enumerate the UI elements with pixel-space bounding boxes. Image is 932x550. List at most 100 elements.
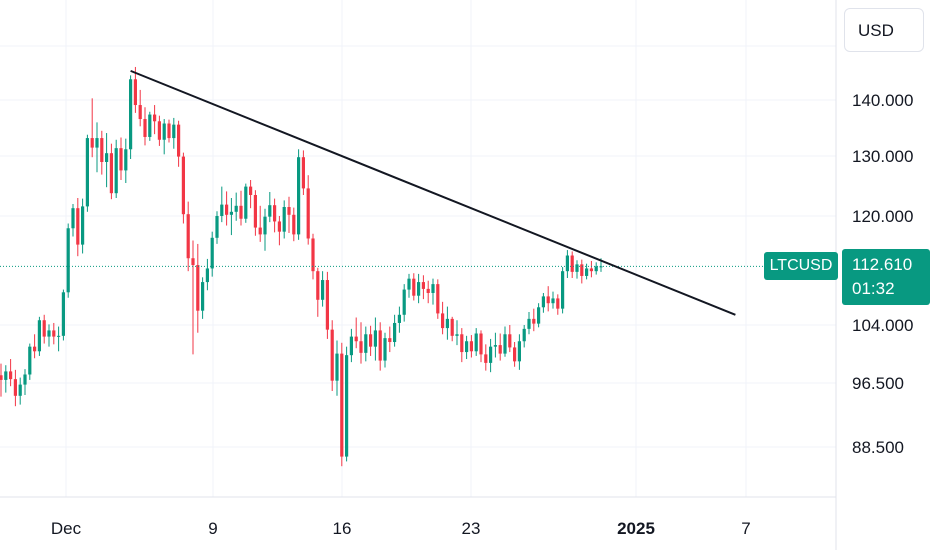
- candle: [479, 330, 483, 363]
- candle: [551, 291, 555, 309]
- price-axis[interactable]: 140.000 130.000 120.000 104.000 96.500 88.500: [0, 0, 913, 550]
- candle-body: [522, 328, 526, 342]
- candle: [263, 208, 267, 251]
- candle: [426, 280, 430, 304]
- candle: [498, 333, 502, 361]
- trendline[interactable]: [130, 69, 736, 316]
- candle: [580, 259, 584, 284]
- candle-body: [52, 330, 56, 337]
- candle: [4, 365, 8, 393]
- candle: [114, 139, 118, 198]
- candle-body: [28, 346, 32, 375]
- candle-body: [205, 268, 209, 283]
- candle: [148, 111, 152, 141]
- candle-body: [119, 148, 123, 171]
- time-axis[interactable]: Dec 9 16 23 2025 7: [51, 519, 751, 538]
- candle-body: [76, 208, 80, 245]
- candle: [513, 342, 517, 367]
- candle-body: [397, 314, 401, 323]
- x-tick-label: 16: [333, 519, 352, 538]
- candle-body: [412, 278, 416, 296]
- candle-body: [229, 211, 233, 215]
- x-tick-label: 9: [208, 519, 217, 538]
- candle-body: [177, 124, 181, 157]
- candle: [364, 326, 368, 362]
- candle: [349, 328, 353, 363]
- candle: [167, 119, 171, 143]
- candle: [71, 204, 75, 237]
- candle: [181, 152, 185, 224]
- candle: [570, 251, 574, 278]
- candle-body: [354, 336, 358, 342]
- candle-body: [239, 205, 243, 219]
- candle-body: [489, 346, 493, 363]
- candle: [13, 369, 17, 407]
- candle-body: [402, 289, 406, 315]
- candle: [33, 334, 37, 359]
- candle: [469, 335, 473, 358]
- x-tick-label: 2025: [617, 519, 655, 538]
- candle-body: [47, 330, 51, 337]
- candle-body: [316, 271, 320, 300]
- candle-body: [191, 258, 195, 266]
- candle: [37, 316, 41, 356]
- candle: [9, 359, 13, 387]
- candle: [201, 277, 205, 319]
- candle-body: [244, 186, 248, 219]
- candle-body: [225, 204, 229, 215]
- currency-selector-button[interactable]: USD: [844, 8, 924, 52]
- candle: [421, 275, 425, 300]
- candle: [431, 278, 435, 305]
- candle: [119, 137, 123, 180]
- candle-body: [287, 207, 291, 215]
- y-tick-label: 88.500: [852, 438, 904, 457]
- candle: [109, 143, 113, 200]
- candle-body: [364, 334, 368, 353]
- y-tick-label: 104.000: [852, 316, 913, 335]
- candle-body: [129, 79, 133, 150]
- candle-body: [431, 284, 435, 293]
- candle: [277, 216, 281, 246]
- candle-body: [85, 138, 89, 207]
- candle: [273, 198, 277, 233]
- candle: [489, 338, 493, 373]
- candle-body: [234, 205, 238, 212]
- candle: [268, 192, 272, 223]
- candle-body: [325, 280, 329, 330]
- candle-body: [455, 334, 459, 336]
- candle-body: [4, 371, 8, 380]
- candle: [129, 75, 133, 159]
- y-tick-label: 130.000: [852, 147, 913, 166]
- candle-body: [124, 149, 128, 171]
- candle: [589, 260, 593, 278]
- candle-body: [580, 264, 584, 276]
- candle-body: [421, 282, 425, 289]
- candle: [244, 183, 248, 223]
- candle: [503, 326, 507, 357]
- candle: [484, 344, 488, 371]
- candle: [412, 273, 416, 301]
- candle-body: [297, 157, 301, 235]
- candle: [105, 133, 109, 188]
- candle: [354, 317, 358, 349]
- candle-body: [66, 228, 70, 293]
- y-tick-label: 96.500: [852, 374, 904, 393]
- candle-body: [599, 266, 603, 268]
- candle-body: [340, 353, 344, 457]
- candle: [133, 66, 137, 113]
- candle-body: [594, 266, 598, 272]
- candle-body: [393, 322, 397, 343]
- candle: [196, 243, 200, 333]
- candle-body: [258, 227, 262, 235]
- candle: [52, 322, 56, 345]
- candle-body: [460, 334, 464, 353]
- candle: [253, 190, 257, 236]
- candle-body: [167, 123, 171, 139]
- candle: [191, 240, 195, 355]
- candle: [441, 301, 445, 335]
- candle: [47, 324, 51, 347]
- candle-body: [23, 374, 27, 385]
- candle-body: [61, 292, 65, 336]
